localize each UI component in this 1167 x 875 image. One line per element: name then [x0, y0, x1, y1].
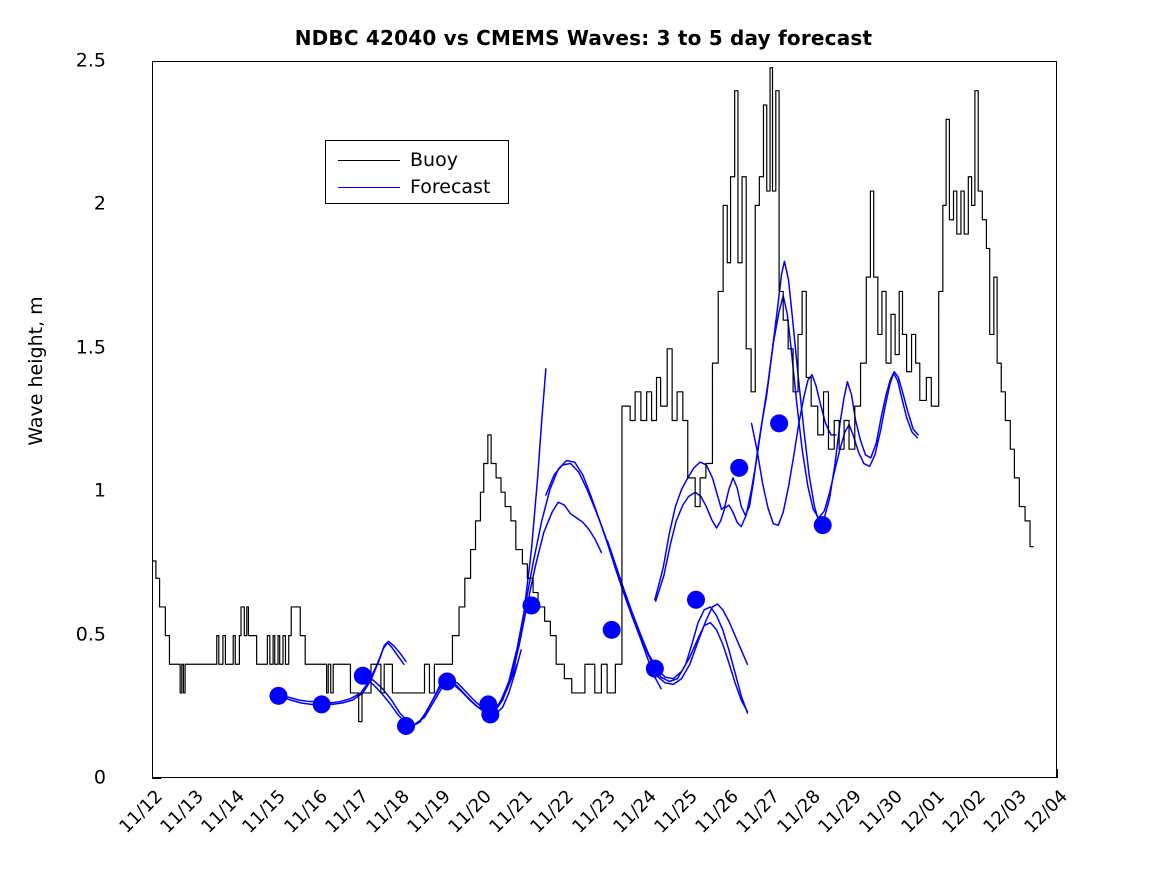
forecast-marker-dot	[353, 666, 372, 685]
buoy-series	[153, 67, 1034, 723]
y-axis-tick-mark	[152, 778, 161, 779]
forecast-marker-dot	[522, 596, 541, 615]
forecast-line-segment	[656, 603, 749, 686]
legend-item-buoy[interactable]: Buoy	[326, 147, 508, 174]
x-axis-tick-mark	[1057, 769, 1058, 778]
forecast-marker-dot	[312, 695, 331, 714]
legend-swatch-forecast	[338, 187, 400, 188]
forecast-line-segment	[654, 260, 919, 601]
buoy-line	[153, 67, 1034, 723]
forecast-line-segment	[545, 462, 749, 714]
forecast-marker-dot	[730, 458, 749, 477]
chart-canvas	[153, 67, 1034, 735]
forecast-line-segment	[485, 501, 603, 717]
legend[interactable]: Buoy Forecast	[325, 140, 509, 204]
plot-area: Buoy Forecast	[152, 61, 1057, 778]
legend-label-forecast: Forecast	[410, 176, 491, 198]
y-axis-tick-label: 1	[93, 479, 106, 502]
forecast-marker-dot	[813, 516, 832, 535]
forecast-marker-dot	[602, 620, 621, 639]
forecast-marker-dot	[481, 705, 500, 724]
legend-swatch-buoy	[338, 160, 400, 161]
forecast-marker-dot	[645, 659, 664, 678]
y-axis-tick-label: 0.5	[75, 623, 106, 646]
forecast-line-segment	[483, 459, 662, 716]
forecast-marker-dot	[269, 686, 288, 705]
forecast-line-segment	[750, 373, 837, 526]
legend-label-buoy: Buoy	[410, 149, 458, 171]
y-axis-tick-label: 1.5	[75, 336, 106, 359]
forecast-line-segment	[277, 642, 405, 704]
forecast-marker-dot	[438, 672, 457, 691]
y-axis-tick-label: 2.5	[75, 49, 106, 72]
forecast-marker-dot	[687, 590, 705, 609]
legend-item-forecast[interactable]: Forecast	[326, 174, 508, 201]
forecast-line-segment	[415, 368, 547, 724]
forecast-marker-points	[269, 414, 832, 735]
forecast-line-segment	[606, 540, 749, 713]
y-axis-tick-label: 2	[93, 192, 106, 215]
forecast-marker-dot	[396, 716, 415, 735]
forecast-line-segment	[277, 640, 407, 706]
forecast-marker-dot	[770, 414, 789, 433]
y-axis-tick-label: 0	[93, 766, 106, 789]
chart-title: NDBC 42040 vs CMEMS Waves: 3 to 5 day fo…	[294, 26, 873, 50]
forecast-line-segment	[654, 294, 919, 602]
forecast-series	[277, 260, 919, 727]
